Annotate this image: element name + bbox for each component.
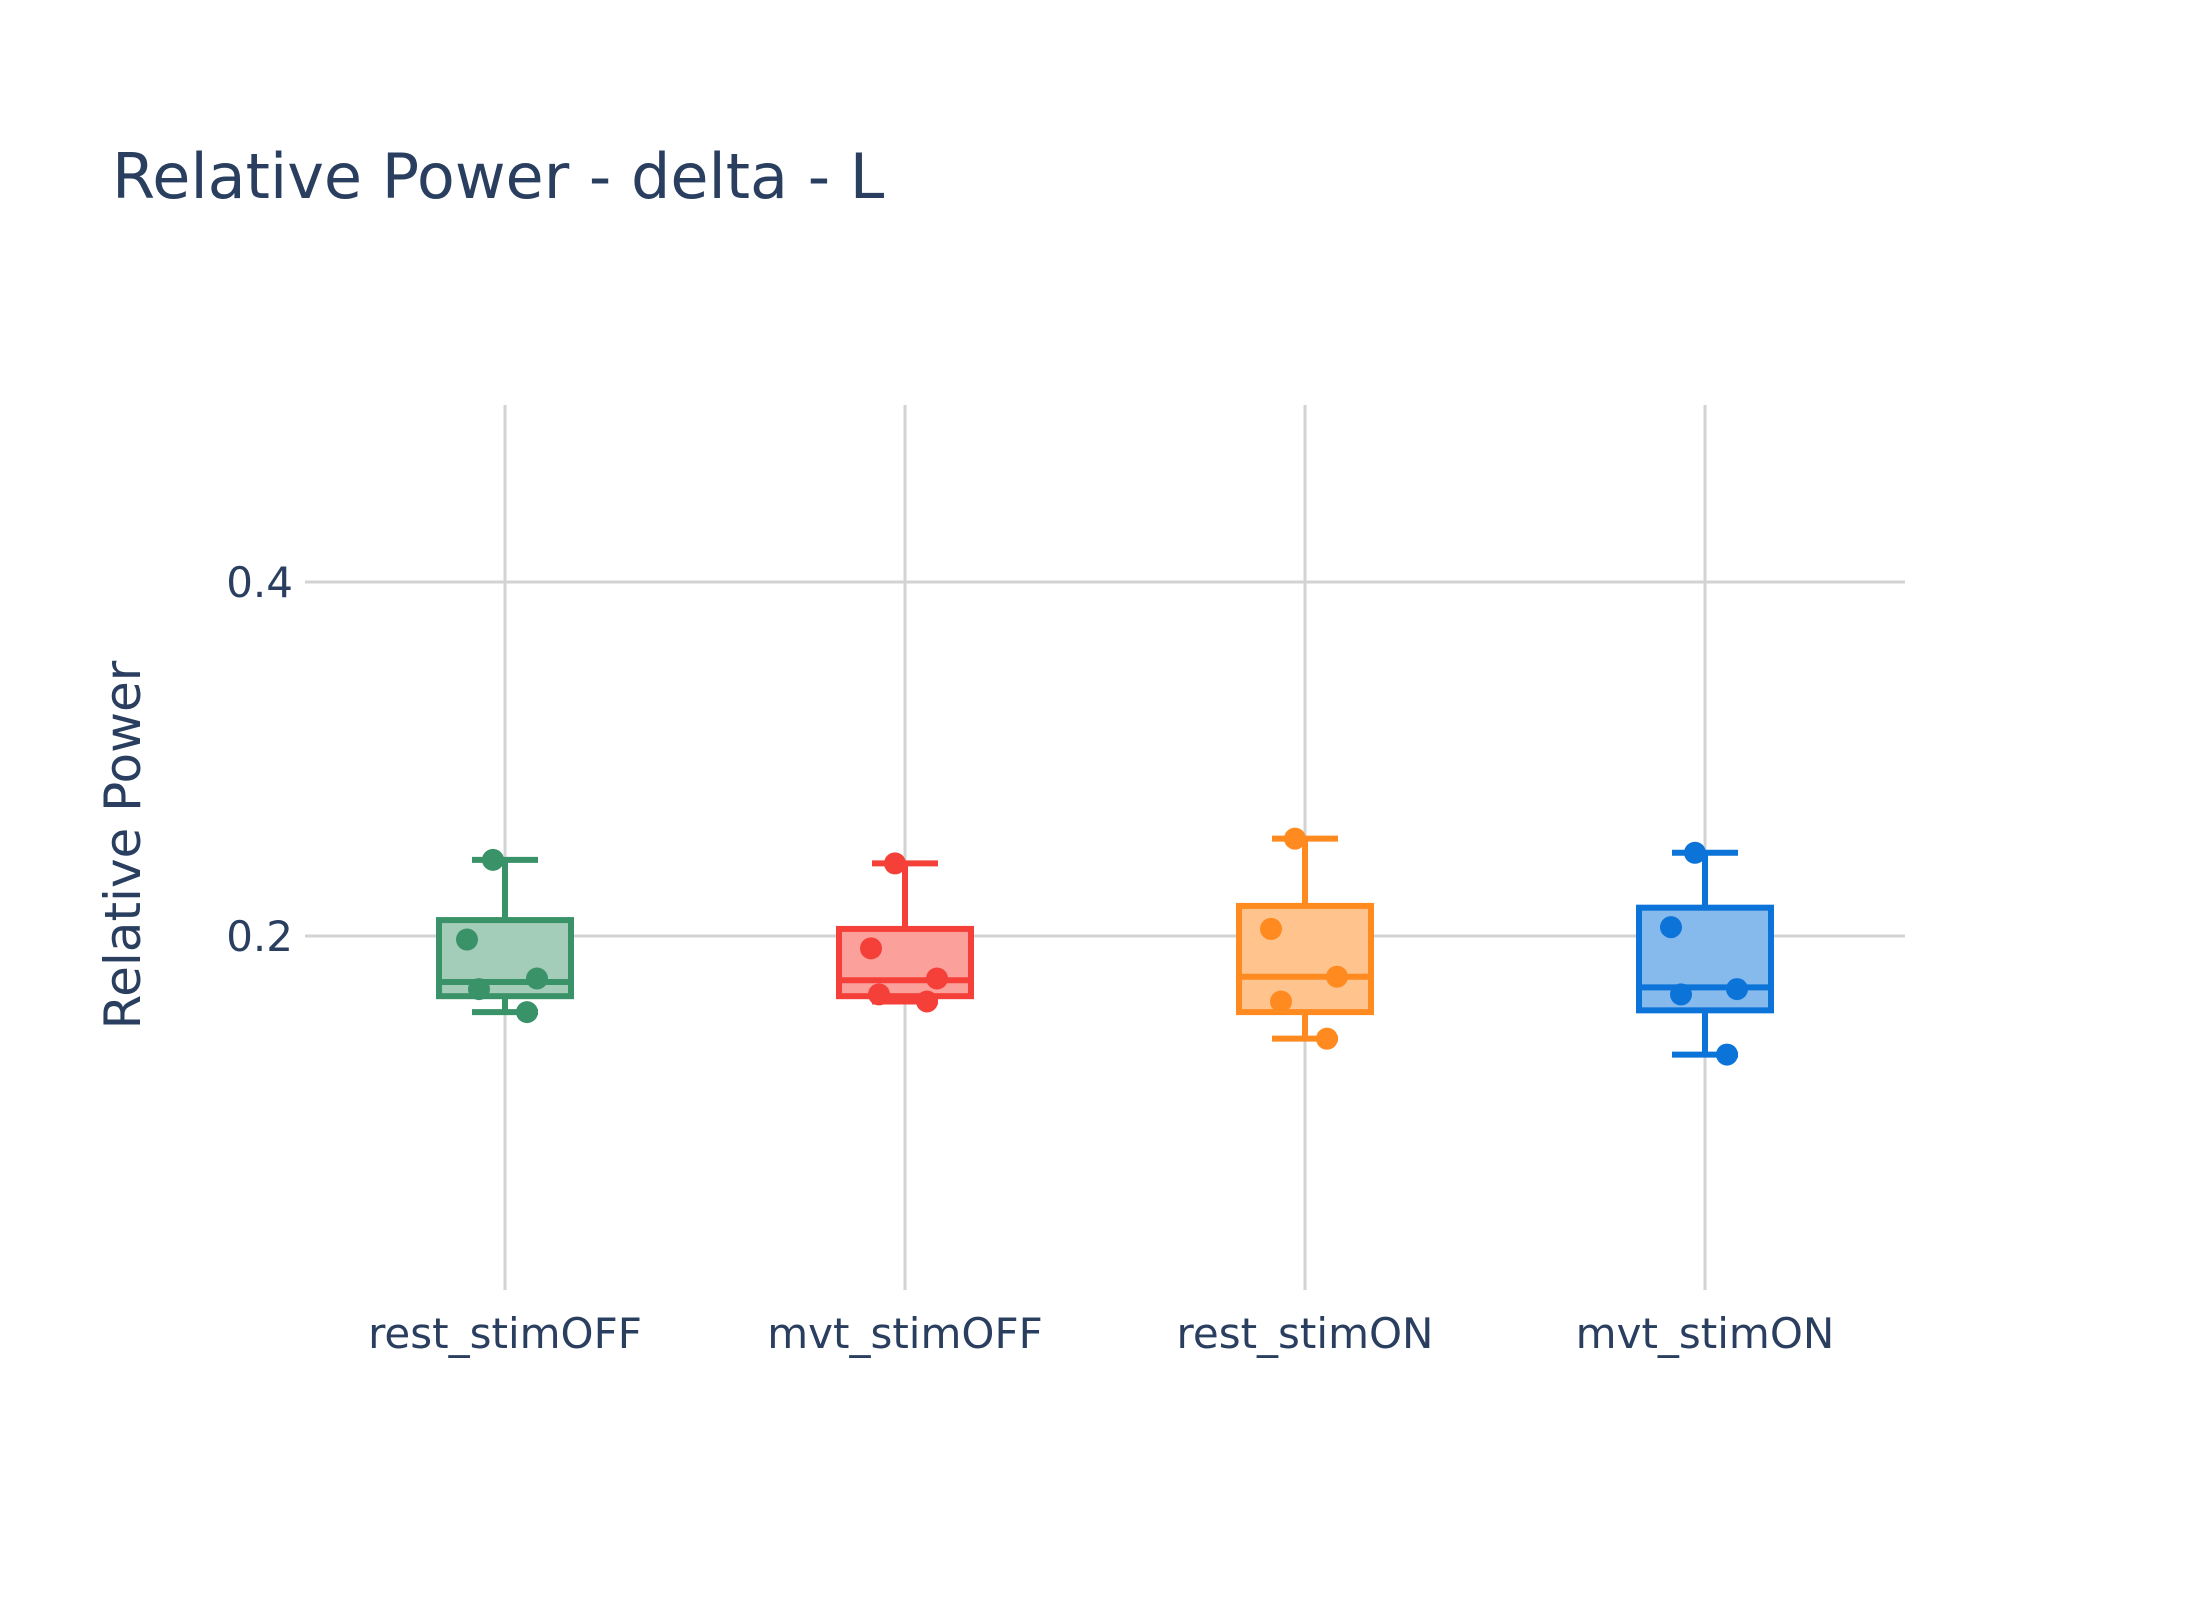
data-point xyxy=(1284,827,1306,850)
box-traces xyxy=(436,827,1774,1066)
data-point xyxy=(916,990,938,1013)
data-point xyxy=(468,978,490,1001)
box-mvt_stimOFF xyxy=(836,852,974,1013)
gridlines xyxy=(305,405,1905,1290)
y-tick-label: 0.2 xyxy=(226,912,293,961)
data-point xyxy=(1684,841,1706,864)
data-point xyxy=(456,928,478,951)
y-tick-label: 0.4 xyxy=(226,558,293,607)
data-point xyxy=(1726,978,1748,1001)
iqr-box xyxy=(1636,904,1774,1014)
data-point xyxy=(1660,916,1682,939)
x-tick-label: mvt_stimOFF xyxy=(767,1309,1043,1358)
y-axis-title: Relative Power xyxy=(94,660,152,1029)
x-tick-label: rest_stimON xyxy=(1177,1309,1434,1358)
x-tick-label: mvt_stimON xyxy=(1576,1309,1835,1358)
data-point xyxy=(1316,1027,1338,1050)
data-point xyxy=(926,967,948,990)
axis-labels: 0.2 0.4 rest_stimOFF mvt_stimOFF rest_stimON… xyxy=(226,558,1834,1358)
data-point xyxy=(1670,983,1692,1006)
data-point xyxy=(1326,965,1348,988)
chart-title: Relative Power - delta - L xyxy=(112,140,885,213)
box-rest_stimOFF xyxy=(436,848,574,1024)
x-tick-label: rest_stimOFF xyxy=(368,1309,642,1358)
data-point xyxy=(526,967,548,990)
iqr-box xyxy=(836,925,974,1000)
data-point xyxy=(1270,990,1292,1013)
box-rest_stimON xyxy=(1236,827,1374,1050)
data-point xyxy=(860,937,882,960)
data-point xyxy=(884,852,906,875)
data-point xyxy=(482,848,504,871)
data-point xyxy=(868,983,890,1006)
box-mvt_stimON xyxy=(1636,841,1774,1066)
data-point xyxy=(1260,917,1282,940)
data-point xyxy=(516,1001,538,1024)
data-point xyxy=(1716,1043,1738,1066)
iqr-box xyxy=(1236,902,1374,1016)
